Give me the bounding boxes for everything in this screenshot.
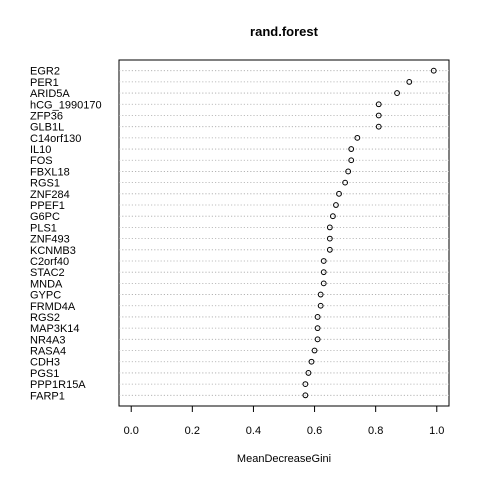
data-point xyxy=(430,67,437,74)
variable-label: GLB1L xyxy=(30,122,64,134)
data-point xyxy=(375,112,382,119)
data-point xyxy=(320,280,327,287)
variable-label: C14orf130 xyxy=(30,133,81,145)
variable-label: G6PC xyxy=(30,211,60,223)
variable-label: PGS1 xyxy=(30,368,59,380)
data-point xyxy=(345,168,352,175)
variable-label: RGS1 xyxy=(30,178,60,190)
data-point xyxy=(348,146,355,152)
data-point xyxy=(320,258,327,264)
data-point xyxy=(342,179,349,186)
data-point xyxy=(348,157,355,164)
variable-label: MAP3K14 xyxy=(30,323,80,335)
data-point xyxy=(375,101,382,108)
variable-label: ZNF284 xyxy=(30,189,70,201)
data-point xyxy=(314,325,321,332)
data-point xyxy=(317,302,324,309)
data-point xyxy=(326,224,333,231)
variable-label: FOS xyxy=(30,155,53,167)
variable-label: PLS1 xyxy=(30,222,57,234)
variable-labels: EGR2PER1ARID5AhCG_1990170ZFP36GLB1LC14or… xyxy=(30,66,102,403)
variable-label: PPEF1 xyxy=(30,200,65,212)
variable-label: ZFP36 xyxy=(30,110,63,122)
data-point xyxy=(329,213,336,220)
grid-lines xyxy=(119,70,449,396)
data-points xyxy=(302,67,437,399)
data-point xyxy=(394,90,400,96)
data-point xyxy=(311,347,318,354)
variable-label: PPP1R15A xyxy=(30,379,86,391)
data-point xyxy=(314,314,321,320)
variable-label: RGS2 xyxy=(30,312,60,324)
variable-label: ARID5A xyxy=(30,88,70,100)
variable-label: NR4A3 xyxy=(30,334,65,346)
data-point xyxy=(317,291,324,298)
x-tick-label: 1.0 xyxy=(429,425,444,437)
data-point xyxy=(336,190,342,197)
variable-label: PER1 xyxy=(30,77,59,89)
data-point xyxy=(302,392,309,399)
x-tick-label: 0.6 xyxy=(307,425,322,437)
x-axis: 0.0 0.2 0.4 0.6 0.8 1.0 xyxy=(124,405,444,437)
variable-label: hCG_1990170 xyxy=(30,99,102,111)
data-point xyxy=(326,246,333,253)
variable-label: STAC2 xyxy=(30,267,65,279)
data-point xyxy=(354,134,361,141)
x-axis-label: MeanDecreaseGini xyxy=(237,453,331,465)
variable-label: C2orf40 xyxy=(30,256,69,268)
data-point xyxy=(406,78,413,85)
chart-title: rand.forest xyxy=(250,24,319,39)
variable-label: GYPC xyxy=(30,290,61,302)
variable-label: EGR2 xyxy=(30,66,60,78)
variable-label: CDH3 xyxy=(30,357,60,369)
x-tick-label: 0.0 xyxy=(124,425,139,437)
variable-label: FARP1 xyxy=(30,390,65,402)
data-point xyxy=(305,370,312,376)
variable-label: MNDA xyxy=(30,278,63,290)
data-point xyxy=(308,358,315,365)
x-tick-label: 0.8 xyxy=(368,425,383,437)
plot-area xyxy=(118,59,450,407)
data-point xyxy=(375,123,382,130)
x-tick-label: 0.4 xyxy=(246,425,261,437)
variable-label: FRMD4A xyxy=(30,301,76,313)
x-tick-label: 0.2 xyxy=(185,425,200,437)
data-point xyxy=(333,202,339,208)
data-point xyxy=(302,381,309,388)
variable-label: ZNF493 xyxy=(30,234,70,246)
variable-label: IL10 xyxy=(30,144,51,156)
variable-label: KCNMB3 xyxy=(30,245,76,257)
variable-label: RASA4 xyxy=(30,346,66,358)
data-point xyxy=(326,235,333,242)
data-point xyxy=(320,269,327,276)
variable-label: FBXL18 xyxy=(30,166,70,178)
data-point xyxy=(314,336,321,343)
